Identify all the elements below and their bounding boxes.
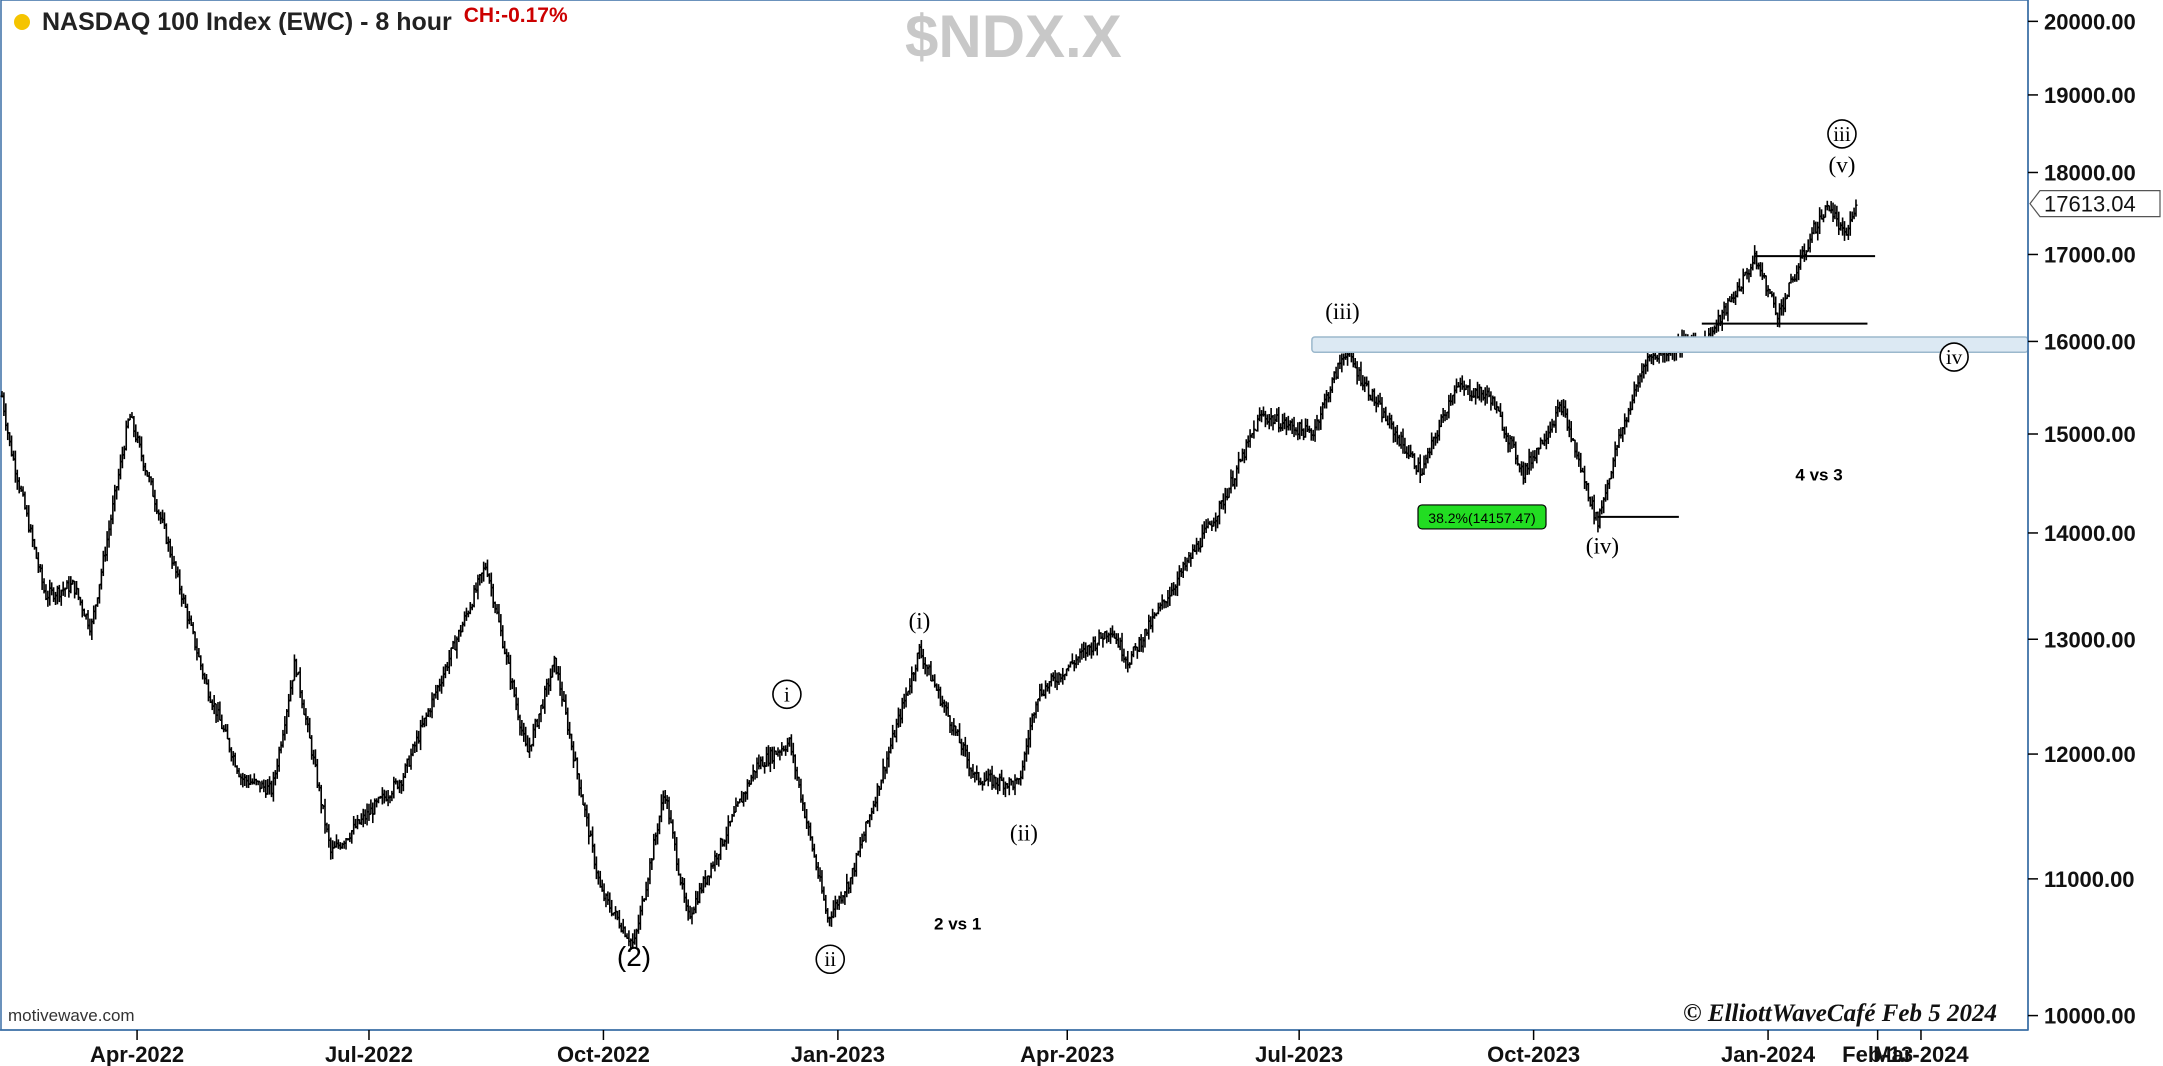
resistance-band[interactable] [1311,336,2029,353]
wave-label-circle [1827,119,1857,149]
ohlc-bars [0,199,1858,950]
x-tick-label: Jan-2024 [1721,1042,1816,1066]
wave-label: (iii) [1325,299,1360,324]
y-tick-label: 19000.00 [2044,83,2136,108]
x-tick-label: Oct-2022 [557,1042,650,1066]
wave-label: ii [824,947,836,971]
x-tick-label: Jul-2022 [325,1042,413,1066]
y-tick-label: 13000.00 [2044,627,2136,652]
wave-label: (i) [909,608,931,633]
wave-label-circle [772,679,802,710]
wave-label-circle [1939,342,1969,372]
x-tick-label: Apr-2023 [1020,1042,1114,1066]
y-tick-label: 18000.00 [2044,160,2136,185]
x-tick-label: Feb-13 [1842,1042,1913,1066]
x-tick-label: Apr-2022 [90,1042,184,1066]
y-tick-label: 12000.00 [2044,742,2136,767]
y-tick-label: 16000.00 [2044,329,2136,354]
wave-label-circle [815,944,846,975]
change-percent: CH:-0.17% [463,4,568,27]
y-tick-label: 14000.00 [2044,521,2136,546]
x-axis[interactable]: Apr-2022 Jul-2022 Oct-2022 Jan-2023 Apr-2023… [0,1029,2028,1066]
y-tick-label: 11000.00 [2044,867,2135,892]
y-axis[interactable]: 20000.00 19000.00 18000.00 17000.00 16000.00… [2027,0,2161,1030]
last-price-label: 17613.04 [2044,192,2136,217]
wave-label: iv [1946,345,1963,369]
wave-label: (v) [1829,152,1856,177]
y-tick-label: 17000.00 [2044,242,2136,267]
wave-label: iii [1833,122,1851,146]
wave-label: (iv) [1586,534,1619,559]
chart-header: NASDAQ 100 Index (EWC) - 8 hour CH:-0.17… [14,4,568,40]
wave-label: (2) [617,941,651,972]
copyright-label: © ElliottWaveCafé Feb 5 2024 [1683,1000,1998,1027]
annotation-text: 4 vs 3 [1795,466,1842,485]
status-dot-icon [14,14,30,30]
plot-area [0,0,2029,1031]
y-tick-label: 20000.00 [2044,9,2136,34]
source-label[interactable]: motivewave.com [8,1006,135,1025]
plot-frame [0,0,2029,1031]
ohlc-bar [1854,199,1858,217]
y-tick-label: 15000.00 [2044,422,2136,447]
x-tick-label: Jan-2023 [791,1042,885,1066]
x-tick-label: Jul-2023 [1255,1042,1343,1066]
fib-retracement-box[interactable] [1417,504,1547,530]
x-tick-label: Mar-2024 [1873,1042,1969,1066]
x-tick-label: Oct-2023 [1487,1042,1580,1066]
last-price-tag[interactable] [2029,190,2161,218]
y-tick-label: 10000.00 [2044,1004,2136,1029]
chart-overlays: 38.2%(14157.47)(2)iii(i)(ii)(iii)(iv)(v)… [617,119,2029,975]
fib-retracement-label: 38.2%(14157.47) [1428,510,1535,526]
wave-label: (ii) [1010,820,1038,845]
wave-label: i [784,682,790,706]
chart-title: NASDAQ 100 Index (EWC) - 8 hour [42,7,452,36]
annotation-text: 2 vs 1 [934,914,981,933]
symbol-watermark: $NDX.X [905,3,1122,70]
